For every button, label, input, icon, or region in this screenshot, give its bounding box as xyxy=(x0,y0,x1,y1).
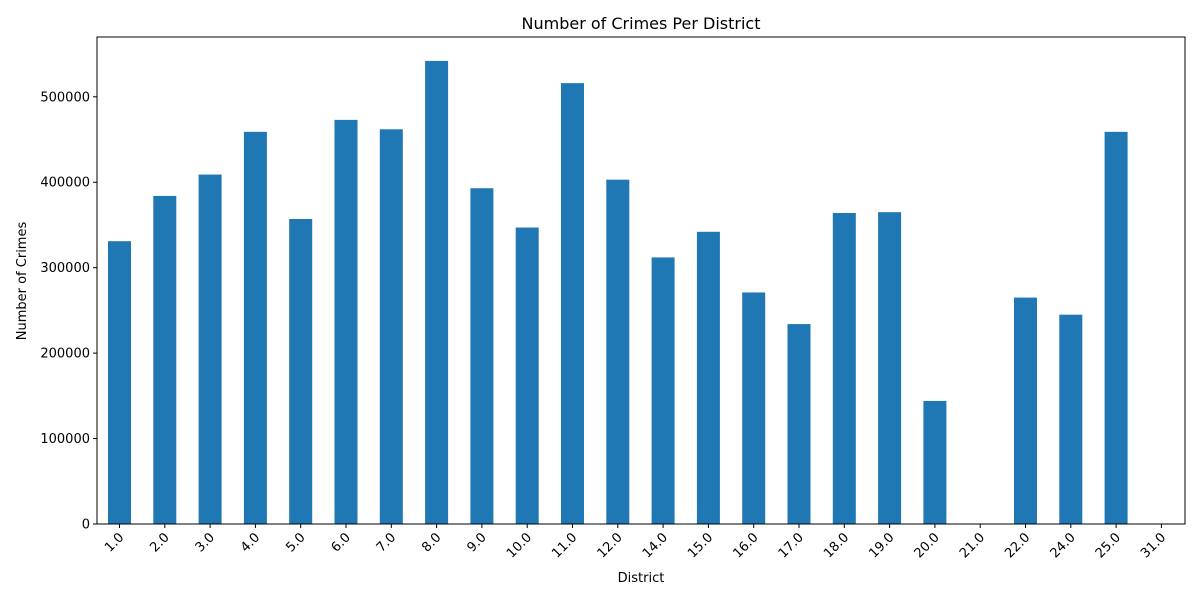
y-tick-label: 200000 xyxy=(40,347,90,362)
x-tick-label: 20.0 xyxy=(912,530,943,561)
x-tick-label: 7.0 xyxy=(374,530,399,555)
x-tick-label: 11.0 xyxy=(549,530,580,561)
x-tick-label: 9.0 xyxy=(464,530,489,555)
x-tick-label: 17.0 xyxy=(776,530,807,561)
bar xyxy=(742,292,766,524)
x-tick-label: 16.0 xyxy=(730,530,761,561)
x-tick-label: 2.0 xyxy=(147,530,172,555)
bar xyxy=(289,218,313,525)
x-tick-label: 5.0 xyxy=(283,530,308,555)
y-axis-label: Number of Crimes xyxy=(15,222,30,341)
x-tick-label: 14.0 xyxy=(640,530,671,561)
bar xyxy=(878,212,902,524)
bar xyxy=(561,83,584,524)
chart-title: Number of Crimes Per District xyxy=(522,14,761,33)
x-tick-label: 31.0 xyxy=(1138,530,1169,561)
bar xyxy=(696,231,720,525)
bar xyxy=(515,227,539,524)
x-tick-label: 10.0 xyxy=(504,530,535,561)
y-tick-label: 400000 xyxy=(40,176,90,191)
y-tick-label: 100000 xyxy=(40,432,90,447)
plot-frame xyxy=(96,36,1186,525)
x-tick-label: 19.0 xyxy=(866,530,897,561)
bars-group xyxy=(108,60,1128,525)
x-tick-label: 3.0 xyxy=(193,530,218,555)
x-tick-label: 8.0 xyxy=(419,530,444,555)
x-tick-label: 21.0 xyxy=(957,530,988,561)
y-tick-label: 500000 xyxy=(40,90,90,105)
x-tick-label: 1.0 xyxy=(102,530,127,555)
x-ticks-group: 1.0 2.0 3.0 4.0 5.0 6.0 7.0 8.0 9.0 10.0 11.0 12.0 1… xyxy=(102,524,1169,561)
bar xyxy=(606,179,630,524)
bar xyxy=(334,119,358,524)
bar xyxy=(243,131,267,524)
bar xyxy=(1104,131,1128,524)
x-tick-label: 4.0 xyxy=(238,530,263,555)
y-tick-label: 0 xyxy=(82,518,90,533)
bar xyxy=(651,257,675,524)
bar xyxy=(153,195,177,525)
bar xyxy=(379,129,403,524)
bar xyxy=(1014,297,1037,524)
bar xyxy=(832,213,856,524)
x-axis-label: District xyxy=(618,571,665,586)
bar xyxy=(923,400,947,524)
x-tick-label: 25.0 xyxy=(1093,530,1124,561)
bar xyxy=(198,174,222,524)
bar xyxy=(787,324,811,524)
x-tick-label: 24.0 xyxy=(1048,530,1079,561)
bar xyxy=(108,241,131,524)
x-tick-label: 18.0 xyxy=(821,530,852,561)
bar xyxy=(470,188,494,525)
x-tick-label: 15.0 xyxy=(685,530,716,561)
y-ticks-group: 0 100000 200000 300000 400000 500000 xyxy=(40,90,97,533)
bar xyxy=(1059,314,1083,524)
x-tick-label: 12.0 xyxy=(595,530,626,561)
x-tick-label: 22.0 xyxy=(1002,530,1033,561)
y-tick-label: 300000 xyxy=(40,261,90,276)
x-tick-label: 6.0 xyxy=(329,530,354,555)
bar xyxy=(425,60,449,525)
